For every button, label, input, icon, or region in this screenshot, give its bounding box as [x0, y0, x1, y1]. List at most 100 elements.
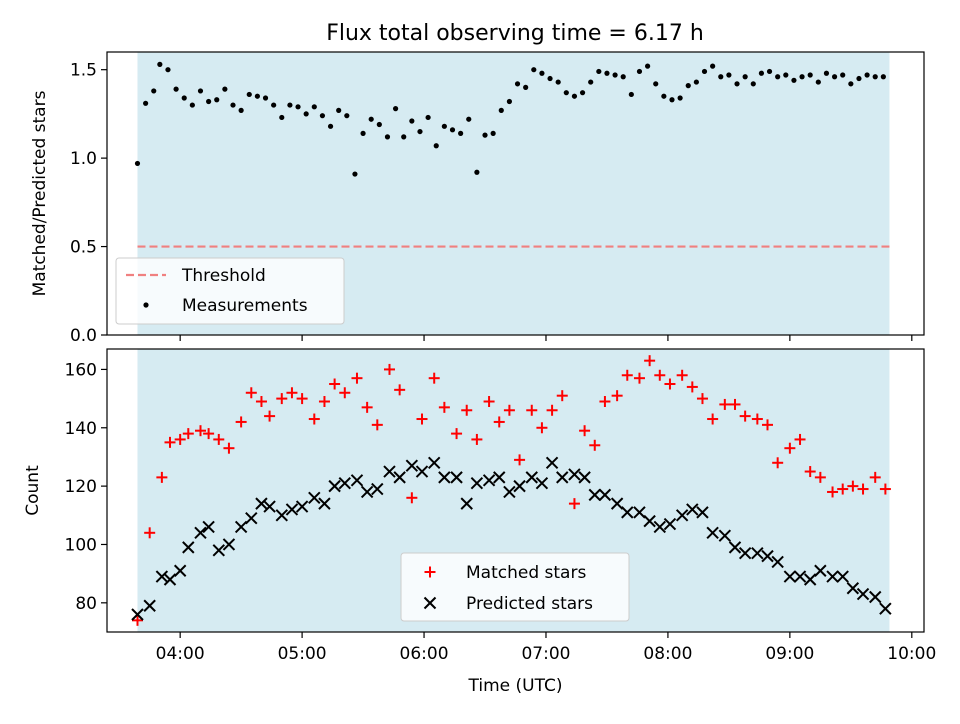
measurement-point	[401, 134, 407, 140]
matched-star-point	[676, 369, 688, 381]
measurement-point	[831, 74, 838, 80]
measurement-point	[279, 114, 285, 121]
x-tick-label: 09:00	[765, 644, 814, 664]
predicted-star-point	[846, 582, 860, 595]
x-tick-label: 10:00	[887, 644, 936, 664]
predicted-star-point	[545, 456, 559, 469]
predicted-star-point	[879, 602, 892, 615]
measurement-point	[376, 121, 382, 128]
matched-star-point	[814, 471, 826, 483]
matched-star-point	[611, 390, 623, 402]
predicted-star-point	[222, 538, 236, 551]
matched-star-point	[514, 454, 526, 466]
legend-measurements-swatch	[143, 302, 149, 308]
predicted-star-point	[360, 485, 374, 499]
measurement-point	[336, 107, 342, 113]
matched-star-point	[589, 439, 601, 451]
measurement-point	[579, 90, 586, 96]
predicted-star-point	[308, 491, 321, 505]
matched-star-point	[286, 387, 298, 399]
measurement-point	[458, 130, 464, 136]
measurement-point	[799, 74, 805, 80]
predicted-star-point	[728, 541, 742, 554]
matched-star-point	[794, 433, 806, 445]
measurement-points	[134, 61, 886, 177]
predicted-star-point	[328, 479, 341, 493]
measurement-point	[157, 61, 163, 67]
predicted-star-point	[751, 547, 764, 560]
bottom-legend: Matched stars Predicted stars	[400, 552, 630, 622]
matched-star-point	[144, 527, 156, 539]
measurement-point	[612, 72, 618, 78]
predicted-star-point	[202, 520, 215, 534]
measurement-point	[872, 74, 878, 80]
matched-star-point	[633, 372, 645, 384]
predicted-star-point	[826, 570, 839, 583]
measurement-point	[189, 102, 195, 108]
predicted-star-point	[621, 506, 634, 519]
predicted-star-point	[706, 526, 719, 540]
measurement-point	[417, 128, 423, 135]
matched-star-point	[804, 466, 816, 478]
measurement-point	[693, 79, 699, 85]
measurement-point	[823, 70, 830, 76]
measurement-point	[628, 91, 634, 98]
predicted-star-point	[173, 564, 187, 577]
predicted-star-point	[263, 500, 276, 513]
matched-star-point	[461, 404, 473, 416]
legend-measurements-label: Measurements	[182, 296, 308, 316]
chart-title: Flux total observing time = 6.17 h	[326, 21, 704, 46]
measurement-point	[303, 111, 309, 117]
top-y-ticks: 0.0 0.5 1.0 1.5	[70, 61, 107, 346]
measurement-point	[197, 88, 204, 94]
y-tick-label: 0.5	[70, 238, 97, 258]
measurement-point	[710, 63, 716, 69]
matched-star-point	[599, 396, 611, 408]
predicted-star-point	[568, 468, 581, 481]
measurement-point	[766, 68, 773, 75]
measurement-point	[490, 130, 496, 136]
predicted-star-point	[415, 465, 429, 478]
top-legend-box	[115, 257, 345, 325]
measurement-point	[482, 132, 488, 138]
matched-star-point	[406, 492, 418, 504]
predicted-star-point	[245, 512, 258, 525]
predicted-star-point	[131, 608, 144, 621]
measurement-point	[441, 123, 447, 129]
matched-star-point	[503, 404, 515, 416]
predicted-star-point	[194, 526, 207, 540]
matched-star-point	[784, 442, 796, 454]
matched-star-point	[203, 428, 215, 440]
matched-star-point	[556, 390, 568, 402]
measurement-point	[262, 95, 269, 101]
matched-star-point	[394, 384, 406, 396]
predicted-star-point	[182, 541, 195, 554]
predicted-star-point	[643, 514, 656, 528]
matched-star-point	[471, 433, 483, 445]
predicted-star-point	[814, 564, 827, 577]
x-tick-label: 05:00	[278, 644, 327, 664]
measurement-point	[783, 72, 789, 78]
measurement-point	[466, 116, 472, 122]
predicted-star-point	[503, 485, 516, 499]
predicted-star-point	[696, 506, 709, 519]
measurement-point	[222, 86, 228, 92]
y-tick-label: 0.0	[70, 326, 97, 346]
predicted-star-point	[255, 497, 268, 510]
y-tick-label: 1.0	[70, 149, 97, 169]
matched-star-point	[664, 378, 676, 390]
matched-star-point	[351, 372, 363, 384]
matched-star-point	[546, 404, 558, 416]
matched-star-point	[213, 433, 225, 445]
predicted-star-point	[405, 459, 419, 472]
predicted-star-point	[143, 599, 156, 612]
predicted-star-point	[771, 555, 784, 569]
measurement-point	[596, 68, 602, 75]
measurement-point	[319, 113, 326, 119]
measurement-point	[555, 79, 561, 85]
measurement-point	[563, 90, 569, 96]
matched-star-point	[857, 483, 869, 495]
measurement-point	[718, 74, 724, 80]
legend-predicted-swatch	[423, 596, 437, 610]
predicted-star-point	[663, 517, 677, 531]
